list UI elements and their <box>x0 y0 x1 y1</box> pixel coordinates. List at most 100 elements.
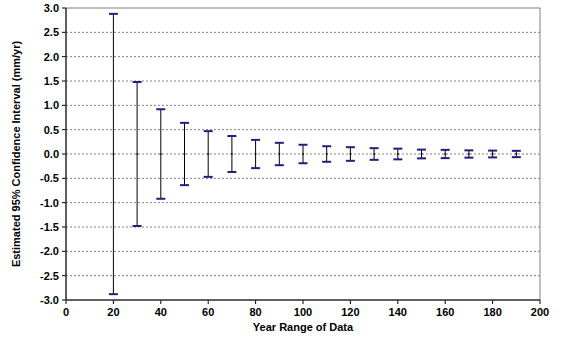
error-cap <box>180 184 189 186</box>
x-tick <box>255 300 256 304</box>
y-tick <box>62 154 66 155</box>
value-mark <box>515 154 517 155</box>
error-cap <box>441 149 450 151</box>
x-tick-label: 200 <box>531 306 549 318</box>
error-stem <box>208 131 209 177</box>
x-tick-label: 180 <box>483 306 501 318</box>
y-tick <box>62 300 66 301</box>
error-cap <box>204 130 213 132</box>
error-stem <box>160 109 161 199</box>
x-tick <box>303 300 304 304</box>
grid-line <box>66 227 540 228</box>
error-stem <box>184 123 185 185</box>
y-tick-label: 1.5 <box>44 75 59 87</box>
x-tick <box>540 300 541 304</box>
error-bar <box>133 82 142 226</box>
error-cap <box>275 164 284 166</box>
y-tick-label: 0.0 <box>44 148 59 160</box>
value-mark <box>397 154 399 155</box>
y-tick-label: 0.5 <box>44 124 59 136</box>
grid-line <box>66 154 540 155</box>
value-mark <box>468 154 470 155</box>
error-stem <box>374 148 375 160</box>
y-axis-label: Estimated 95% Confidence Interval (mm/yr… <box>10 41 22 268</box>
plot-frame <box>66 8 540 300</box>
error-cap <box>109 293 118 295</box>
x-tick-label: 140 <box>389 306 407 318</box>
x-tick-label: 0 <box>63 306 69 318</box>
value-mark <box>207 154 209 155</box>
value-mark <box>492 154 494 155</box>
y-tick <box>62 8 66 9</box>
grid-line <box>66 251 540 252</box>
x-tick-label: 160 <box>436 306 454 318</box>
x-tick-label: 120 <box>341 306 359 318</box>
error-cap <box>464 157 473 159</box>
error-bar <box>322 146 331 162</box>
value-mark <box>302 154 304 155</box>
error-cap <box>417 149 426 151</box>
value-mark <box>421 154 423 155</box>
y-tick-label: 2.5 <box>44 26 59 38</box>
error-cap <box>370 159 379 161</box>
error-stem <box>492 151 493 158</box>
y-tick <box>62 129 66 130</box>
error-cap <box>133 225 142 227</box>
error-cap <box>322 161 331 163</box>
value-mark <box>231 154 233 155</box>
error-bar <box>180 123 189 185</box>
error-bar <box>512 151 521 157</box>
x-tick <box>492 300 493 304</box>
value-mark <box>278 154 280 155</box>
y-axis <box>66 8 67 300</box>
error-bar <box>156 109 165 199</box>
y-tick <box>62 81 66 82</box>
y-tick-label: 2.0 <box>44 51 59 63</box>
y-tick-label: -3.0 <box>40 294 59 306</box>
error-stem <box>397 149 398 160</box>
error-stem <box>255 140 256 168</box>
error-bar <box>204 131 213 177</box>
error-cap <box>227 135 236 137</box>
x-tick <box>160 300 161 304</box>
error-bar <box>346 147 355 161</box>
y-tick-label: -1.0 <box>40 197 59 209</box>
value-mark <box>136 154 138 155</box>
x-axis <box>66 300 540 301</box>
error-cap <box>346 146 355 148</box>
error-bars <box>109 14 521 294</box>
error-cap <box>512 156 521 158</box>
y-tick <box>62 227 66 228</box>
error-bar <box>488 151 497 158</box>
error-stem <box>113 14 114 294</box>
x-tick <box>66 300 67 304</box>
chart: -3.0-2.5-2.0-1.5-1.0-0.50.00.51.01.52.02… <box>0 0 576 345</box>
value-mark <box>160 154 162 155</box>
x-tick-label: 40 <box>155 306 167 318</box>
error-stem <box>303 145 304 163</box>
error-bar <box>441 150 450 158</box>
error-cap <box>346 160 355 162</box>
error-cap <box>180 122 189 124</box>
y-tick <box>62 251 66 252</box>
grid-line <box>66 56 540 57</box>
y-tick <box>62 56 66 57</box>
error-stem <box>279 143 280 165</box>
error-cap <box>227 171 236 173</box>
error-bar <box>109 14 118 294</box>
x-tick <box>113 300 114 304</box>
error-cap <box>133 81 142 83</box>
x-tick-label: 20 <box>107 306 119 318</box>
error-cap <box>109 13 118 15</box>
error-bar <box>275 143 284 165</box>
x-tick-label: 100 <box>294 306 312 318</box>
y-tick <box>62 105 66 106</box>
x-tick <box>445 300 446 304</box>
error-stem <box>350 147 351 161</box>
error-cap <box>251 167 260 169</box>
grid-line <box>66 32 540 33</box>
error-cap <box>464 149 473 151</box>
error-cap <box>370 147 379 149</box>
y-tick <box>62 178 66 179</box>
grid-line <box>66 275 540 276</box>
